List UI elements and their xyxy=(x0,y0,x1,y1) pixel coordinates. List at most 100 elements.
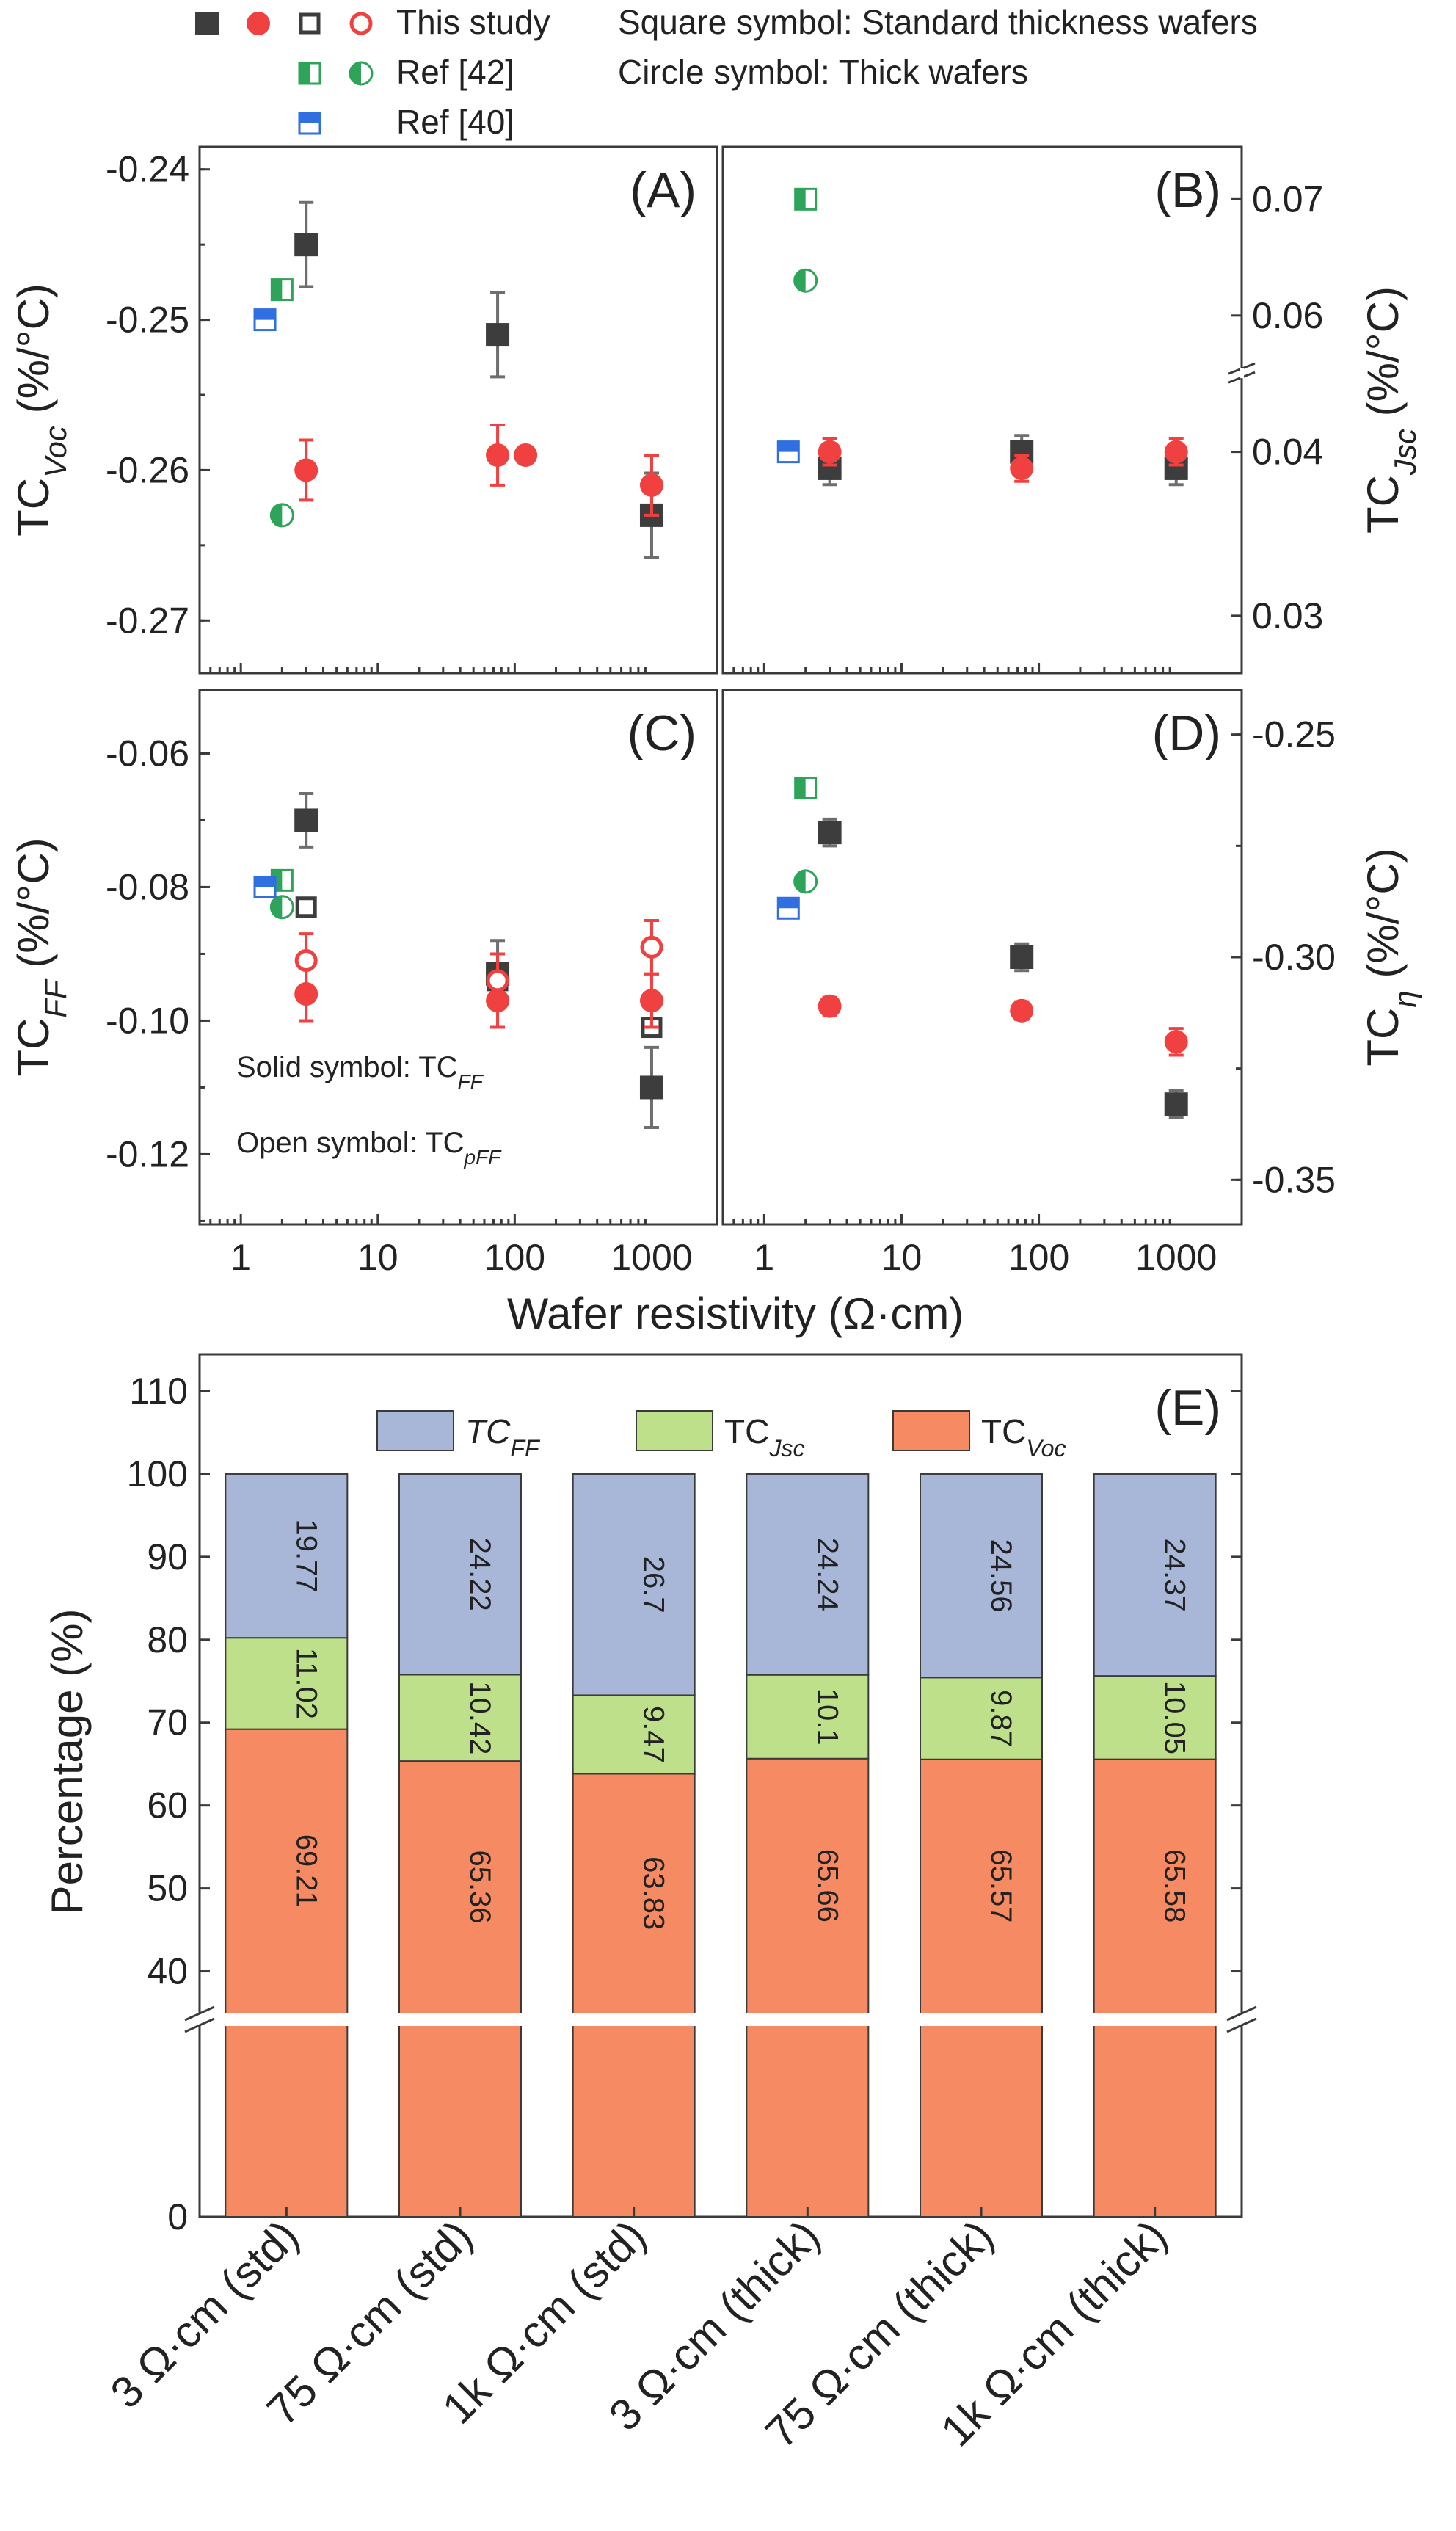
data-point-this-study-square xyxy=(1164,1092,1188,1116)
bar-segment-ff xyxy=(398,1473,522,1676)
data-point-this-study-square xyxy=(486,323,510,347)
data-point-this-study-circle xyxy=(639,989,663,1013)
data-point-this-study-square xyxy=(294,233,318,257)
bar-segment-jsc xyxy=(920,1677,1043,1760)
x-tick-label: 100 xyxy=(1008,1237,1069,1278)
panel-d: -0.35 -0.30 -0.25 1 10 100 1000 (D) TCη (%/°C) xyxy=(721,689,1422,1278)
data-point-ref42-square xyxy=(794,776,818,799)
y-axis-label: TCJsc (%/°C) xyxy=(1358,286,1422,534)
y-axis-label: Percentage (%) xyxy=(43,1609,92,1915)
bar-value-label: 19.77 xyxy=(290,1519,322,1593)
data-point-this-study-circle xyxy=(486,443,510,467)
legend-swatch-voc xyxy=(892,1410,970,1451)
data-point-this-study-circle xyxy=(640,935,663,959)
y-tick-label: -0.08 xyxy=(106,866,189,907)
panel-a: -0.27 -0.26 -0.25 -0.24 (A) TCVoc (%/°C) xyxy=(9,145,718,675)
data-point-this-study-circle xyxy=(818,440,842,464)
x-tick-label: 100 xyxy=(484,1237,545,1278)
y-tick-label: 80 xyxy=(147,1619,188,1660)
bar-segment-voc xyxy=(225,1728,349,2218)
legend-square-note: Square symbol: Standard thickness wafers xyxy=(618,3,1258,41)
panel-label-c: (C) xyxy=(627,705,696,761)
bar-value-label: 24.56 xyxy=(985,1539,1017,1613)
axis-break-band xyxy=(178,2013,1264,2026)
panel-label-b: (B) xyxy=(1154,162,1221,218)
x-tick-label: 10 xyxy=(881,1237,922,1278)
legend-ref40: Ref [40] xyxy=(396,103,514,141)
bar-value-label: 65.36 xyxy=(464,1851,496,1924)
legend-swatch-ff xyxy=(376,1410,454,1451)
y-tick-label: -0.27 xyxy=(106,600,189,641)
legend-marker-square-open xyxy=(299,12,321,35)
bar-segment-voc xyxy=(398,1760,522,2218)
data-point-ref42-circle xyxy=(269,895,294,920)
note-solid-symbol: Solid symbol: TCFF xyxy=(236,1051,484,1093)
shared-x-axis-label: Wafer resistivity (Ω·cm) xyxy=(507,1289,964,1338)
data-point-this-study-circle xyxy=(294,458,318,482)
x-tick-label: 1000 xyxy=(611,1237,692,1278)
y-axis-label: TCVoc (%/°C) xyxy=(9,283,73,537)
legend-marker-ref42-circle xyxy=(349,61,374,86)
y-axis-label: TCFF (%/°C) xyxy=(9,838,73,1076)
y-tick-label: -0.06 xyxy=(106,733,189,774)
panel-label-a: (A) xyxy=(630,162,696,218)
bar-value-label: 63.83 xyxy=(638,1856,670,1930)
y-tick-label: 60 xyxy=(147,1785,188,1826)
bar-value-label: 24.22 xyxy=(464,1538,496,1611)
panel-frame xyxy=(721,145,1243,675)
y-tick-label: -0.25 xyxy=(1252,714,1336,755)
data-point-this-study-circle xyxy=(1010,456,1034,480)
scatter-panels: -0.27-0.26-0.25-0.24 (A)TCVoc (%/°C)0.030… xyxy=(9,145,1422,1278)
legend-label-voc: TCVoc xyxy=(981,1412,1066,1461)
data-point-ref42-square xyxy=(794,187,818,211)
data-point-this-study-square xyxy=(294,808,318,832)
bar-segment-jsc xyxy=(225,1637,349,1730)
panel-label-e: (E) xyxy=(1154,1380,1221,1436)
bar-segment-ff xyxy=(1093,1473,1217,1677)
data-point-ref42-circle xyxy=(269,503,294,528)
data-point-ref40-square xyxy=(776,440,800,464)
x-tick-label: 1 xyxy=(754,1237,774,1278)
data-point-this-study-circle xyxy=(1164,1030,1188,1054)
panel-frame xyxy=(198,145,718,675)
legend-this-study: This study xyxy=(396,3,550,41)
bar-value-label: 26.7 xyxy=(638,1556,670,1613)
legend-marker-circle-open xyxy=(349,12,373,35)
data-point-ref42-square xyxy=(270,278,294,302)
panel-frame xyxy=(198,689,718,1226)
bar-segment-jsc xyxy=(572,1694,696,1775)
bar-segment-ff xyxy=(920,1473,1043,1679)
bar-segment-jsc xyxy=(1093,1675,1217,1760)
y-tick-label: 90 xyxy=(147,1536,188,1577)
y-tick-label: -0.35 xyxy=(1252,1159,1336,1200)
data-point-this-study-square xyxy=(1010,945,1034,969)
data-point-this-study-circle xyxy=(294,949,318,973)
y-tick-label: 40 xyxy=(147,1951,188,1992)
data-point-this-study-circle xyxy=(486,969,509,992)
y-tick-label: -0.24 xyxy=(106,149,189,190)
legend-swatch-jsc xyxy=(636,1410,713,1451)
bar-segment-voc xyxy=(1093,1758,1217,2218)
bar-segment-ff xyxy=(572,1473,696,1696)
legend-marker-square-solid xyxy=(195,12,219,35)
bar-panel-frame xyxy=(198,1353,1243,2218)
x-tick-label: 1000 xyxy=(1135,1237,1217,1278)
y-tick-label: -0.10 xyxy=(106,1000,189,1041)
y-tick-label: 0.07 xyxy=(1252,178,1323,219)
legend-label-ff: TCFF xyxy=(465,1412,541,1461)
data-point-ref40-square xyxy=(253,308,277,332)
y-tick-label: 0 xyxy=(167,2196,188,2237)
bar-value-label: 10.42 xyxy=(464,1681,496,1754)
top-legend: This study Ref [42] Ref [40] Square symb… xyxy=(195,3,1258,141)
bar-value-label: 11.02 xyxy=(290,1648,322,1719)
bar-value-label: 9.87 xyxy=(985,1690,1017,1747)
y-tick-label: -0.26 xyxy=(106,449,189,490)
panel-b: 0.03 0.04 0.06 0.07 (B) TCJsc (%/°C) xyxy=(721,145,1422,675)
data-point-ref42-circle xyxy=(793,268,818,293)
y-tick-label: -0.12 xyxy=(106,1133,189,1174)
y-tick-label: 100 xyxy=(127,1453,188,1495)
y-tick-label: 0.04 xyxy=(1252,432,1323,473)
data-point-this-study-square xyxy=(295,896,317,918)
data-point-this-study-circle xyxy=(514,443,538,467)
